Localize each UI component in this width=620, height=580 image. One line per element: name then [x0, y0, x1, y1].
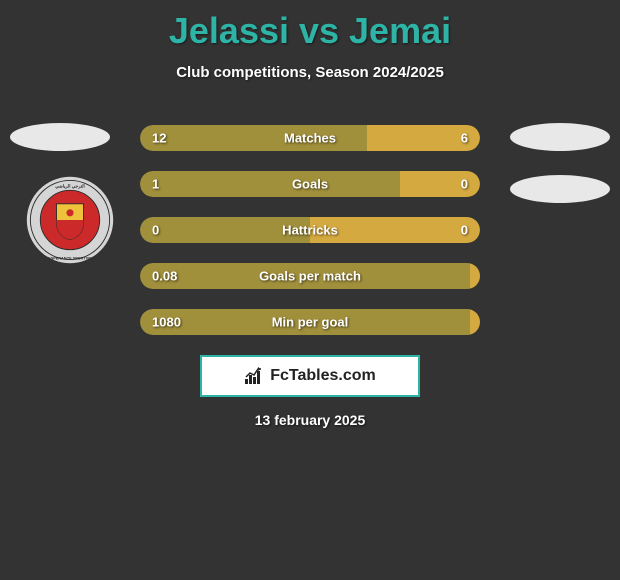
stat-row: 12 6 Matches	[140, 125, 480, 151]
bar-center-label: Goals	[292, 177, 328, 192]
bar-left-value: 12	[152, 131, 166, 146]
bar-center-label: Hattricks	[282, 223, 338, 238]
stat-row: 1080 Min per goal	[140, 309, 480, 335]
bar-right	[470, 263, 480, 289]
stats-bars: 12 6 Matches 1 0 Goals 0 0 Hattricks 0.08 Goals pe…	[140, 125, 480, 355]
bar-center-label: Min per goal	[272, 315, 349, 330]
bar-left-value: 1080	[152, 315, 181, 330]
bar-right	[470, 309, 480, 335]
fctables-logo-box: FcTables.com	[200, 355, 420, 397]
player-left-oval	[10, 123, 110, 151]
bar-left-value: 0	[152, 223, 159, 238]
bar-center-label: Goals per match	[259, 269, 361, 284]
stat-row: 0 0 Hattricks	[140, 217, 480, 243]
stat-row: 1 0 Goals	[140, 171, 480, 197]
stat-row: 0.08 Goals per match	[140, 263, 480, 289]
date-text: 13 february 2025	[255, 412, 366, 428]
svg-text:ESPERANCE SPORTIVE: ESPERANCE SPORTIVE	[48, 257, 92, 261]
bar-center-label: Matches	[284, 131, 336, 146]
fctables-label: FcTables.com	[270, 367, 376, 385]
bar-left-value: 1	[152, 177, 159, 192]
player-right-oval	[510, 123, 610, 151]
page-title: Jelassi vs Jemai	[0, 0, 620, 52]
bar-right-value: 0	[461, 223, 468, 238]
bar-left-value: 0.08	[152, 269, 177, 284]
club-logo: الترجي الرياضي ESPERANCE SPORTIVE	[25, 175, 115, 265]
bar-left	[140, 171, 400, 197]
bar-right-value: 6	[461, 131, 468, 146]
chart-icon	[244, 367, 264, 385]
page-subtitle: Club competitions, Season 2024/2025	[0, 64, 620, 81]
bar-right-value: 0	[461, 177, 468, 192]
player-right-oval-2	[510, 175, 610, 203]
bar-right	[400, 171, 480, 197]
